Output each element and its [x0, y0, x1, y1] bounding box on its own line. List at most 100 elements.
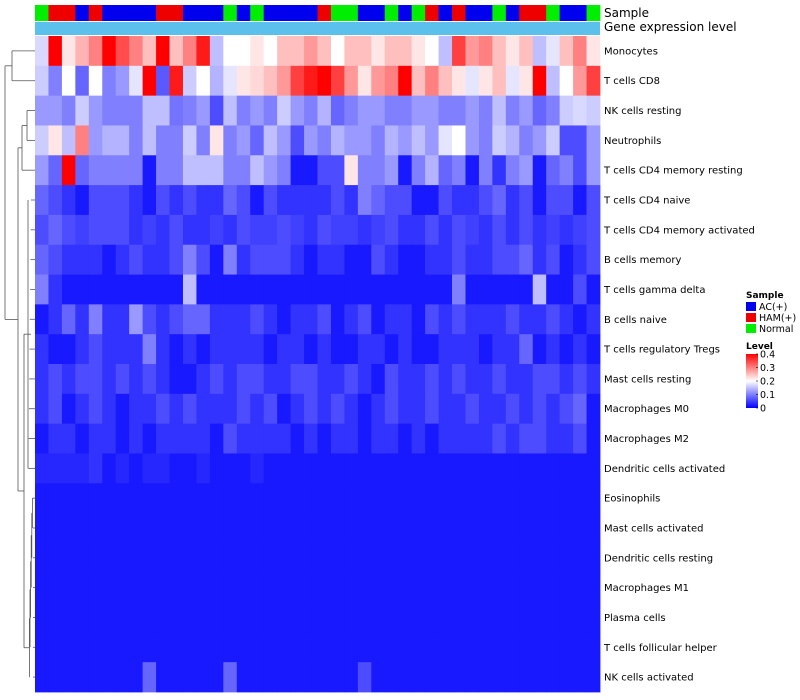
- heatmap-cell: [196, 602, 211, 633]
- heatmap-cell: [35, 393, 49, 425]
- heatmap-cell: [317, 542, 332, 574]
- heatmap-cell: [156, 274, 170, 305]
- heatmap-cell: [573, 185, 587, 216]
- heatmap-cell: [546, 244, 561, 275]
- heatmap-cell: [263, 662, 278, 693]
- heatmap-cell: [384, 393, 399, 425]
- heatmap-cell: [546, 185, 561, 216]
- heatmap-cell: [330, 244, 345, 275]
- heatmap-cell: [559, 662, 574, 693]
- heatmap-cell: [75, 453, 90, 484]
- heatmap-cell: [48, 244, 63, 275]
- heatmap-cell: [182, 274, 197, 305]
- heatmap-cell: [115, 95, 130, 126]
- heatmap-cell: [209, 662, 224, 693]
- heatmap-cell: [129, 214, 144, 246]
- heatmap-cell: [559, 364, 574, 395]
- heatmap-cell: [425, 185, 439, 216]
- heatmap-cell: [425, 244, 439, 275]
- sample-cell: [48, 5, 63, 21]
- heatmap-cell: [559, 393, 574, 425]
- heatmap-cell: [304, 542, 318, 574]
- heatmap-cell: [425, 304, 439, 335]
- heatmap-cell: [425, 36, 439, 67]
- heatmap-cell: [236, 334, 251, 365]
- heatmap-cell: [290, 214, 305, 246]
- heatmap-cell: [398, 65, 413, 97]
- heatmap-cell: [330, 185, 345, 216]
- heatmap-cell: [209, 214, 224, 246]
- heatmap-cell: [61, 393, 76, 425]
- heatmap-cell: [465, 364, 480, 395]
- heatmap-cell: [519, 453, 534, 484]
- heatmap-cell: [465, 662, 480, 693]
- heatmap-cell: [263, 274, 278, 305]
- heatmap-cell: [304, 244, 318, 275]
- heatmap-cell: [519, 393, 534, 425]
- heatmap-cell: [156, 393, 170, 425]
- legend-level-title: Level: [746, 342, 773, 352]
- heatmap-cell: [573, 36, 587, 67]
- heatmap-cell: [48, 364, 63, 395]
- heatmap-cell: [452, 632, 466, 663]
- heatmap-cell: [546, 214, 561, 246]
- heatmap-cell: [344, 274, 359, 305]
- row-label: Mast cells resting: [604, 374, 691, 385]
- heatmap-cell: [344, 244, 359, 275]
- heatmap-cell: [142, 483, 157, 514]
- heatmap-cell: [559, 632, 574, 663]
- heatmap-cell: [88, 364, 103, 395]
- heatmap-cell: [196, 95, 211, 126]
- sample-cell: [209, 5, 224, 21]
- heatmap-cell: [236, 602, 251, 633]
- heatmap-cell: [61, 542, 76, 574]
- heatmap-cell: [304, 364, 318, 395]
- heatmap-cell: [88, 274, 103, 305]
- heatmap-cell: [142, 214, 157, 246]
- heatmap-cell: [398, 423, 413, 454]
- heatmap-cell: [88, 393, 103, 425]
- heatmap-cell: [35, 423, 49, 454]
- heatmap-cell: [169, 632, 184, 663]
- gene-expression-level-track: [35, 22, 600, 35]
- heatmap-cell: [277, 185, 291, 216]
- heatmap-cell: [250, 334, 265, 365]
- heatmap-cell: [573, 542, 587, 574]
- heatmap-cell: [505, 214, 520, 246]
- heatmap-cell: [115, 393, 130, 425]
- heatmap-cell: [478, 483, 493, 514]
- heatmap-cell: [586, 304, 601, 335]
- heatmap-cell: [559, 125, 574, 156]
- sample-cell: [290, 5, 305, 21]
- heatmap-cell: [223, 423, 238, 454]
- heatmap-cell: [465, 423, 480, 454]
- heatmap-cell: [88, 423, 103, 454]
- legend-entry-label: Normal: [759, 324, 793, 335]
- sample-cell: [182, 5, 197, 21]
- heatmap-cell: [492, 423, 507, 454]
- heatmap-cell: [48, 95, 63, 126]
- heatmap-cell: [371, 513, 386, 544]
- heatmap-cell: [129, 304, 144, 335]
- heatmap-cell: [546, 334, 561, 365]
- heatmap-cell: [209, 364, 224, 395]
- heatmap-cell: [304, 125, 318, 156]
- heatmap-cell: [398, 185, 413, 216]
- heatmap-cell: [492, 483, 507, 514]
- heatmap-cell: [88, 602, 103, 633]
- heatmap-cell: [263, 513, 278, 544]
- heatmap-cell: [61, 185, 76, 216]
- heatmap-cell: [169, 274, 184, 305]
- heatmap-cell: [357, 513, 372, 544]
- heatmap-cell: [357, 572, 372, 603]
- heatmap-cell: [492, 364, 507, 395]
- heatmap-cell: [492, 244, 507, 275]
- heatmap-cell: [263, 125, 278, 156]
- legend-swatch: [746, 324, 756, 333]
- heatmap-cell: [102, 483, 117, 514]
- heatmap-cell: [317, 423, 332, 454]
- heatmap-cell: [452, 602, 466, 633]
- heatmap-cell: [384, 304, 399, 335]
- heatmap-cell: [88, 185, 103, 216]
- heatmap-cell: [142, 95, 157, 126]
